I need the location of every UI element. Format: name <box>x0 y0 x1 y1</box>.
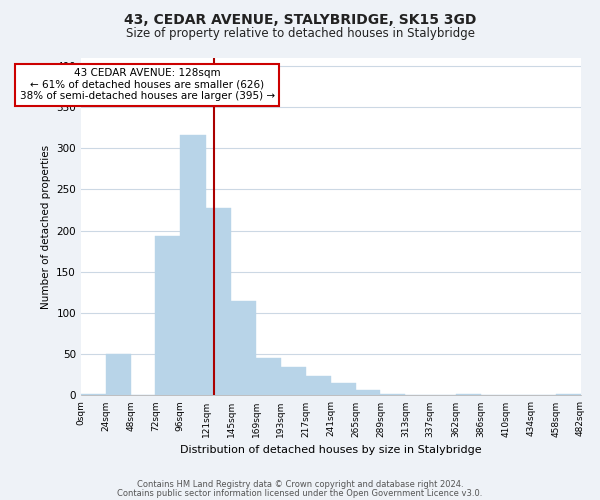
Bar <box>106 354 131 396</box>
Bar <box>306 376 331 396</box>
Bar <box>356 390 380 396</box>
Bar <box>155 236 181 396</box>
X-axis label: Distribution of detached houses by size in Stalybridge: Distribution of detached houses by size … <box>180 445 481 455</box>
Text: Size of property relative to detached houses in Stalybridge: Size of property relative to detached ho… <box>125 28 475 40</box>
Bar <box>556 394 581 396</box>
Bar <box>331 383 356 396</box>
Y-axis label: Number of detached properties: Number of detached properties <box>41 144 50 308</box>
Text: 43 CEDAR AVENUE: 128sqm
← 61% of detached houses are smaller (626)
38% of semi-d: 43 CEDAR AVENUE: 128sqm ← 61% of detache… <box>20 68 275 102</box>
Bar <box>81 394 106 396</box>
Bar <box>231 300 256 396</box>
Bar <box>256 358 281 396</box>
Bar <box>456 394 481 396</box>
Text: 43, CEDAR AVENUE, STALYBRIDGE, SK15 3GD: 43, CEDAR AVENUE, STALYBRIDGE, SK15 3GD <box>124 12 476 26</box>
Bar <box>380 394 406 396</box>
Text: Contains public sector information licensed under the Open Government Licence v3: Contains public sector information licen… <box>118 488 482 498</box>
Bar <box>181 135 206 396</box>
Bar <box>206 208 231 396</box>
Bar <box>281 368 306 396</box>
Text: Contains HM Land Registry data © Crown copyright and database right 2024.: Contains HM Land Registry data © Crown c… <box>137 480 463 489</box>
